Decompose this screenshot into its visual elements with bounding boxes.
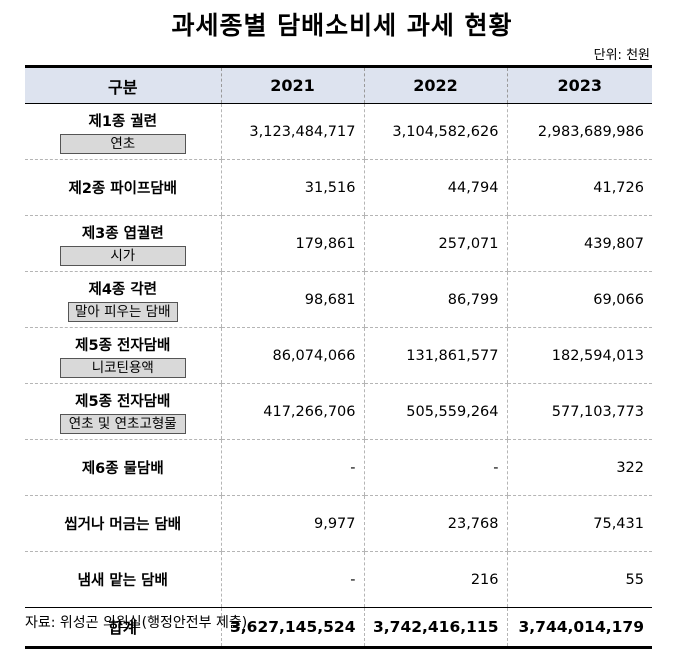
table-row: 씹거나 머금는 담배 9,977 23,768 75,431 bbox=[25, 495, 652, 552]
value-2022: 257,071 bbox=[363, 215, 507, 272]
value-2021: 9,977 bbox=[220, 495, 364, 552]
value-2021: 179,861 bbox=[220, 215, 364, 272]
row-label: 제5종 전자담배 bbox=[75, 393, 171, 410]
value-2023: 41,726 bbox=[506, 159, 652, 216]
value-2023: 55 bbox=[506, 551, 652, 608]
value-2023: 2,983,689,986 bbox=[506, 103, 652, 160]
row-label: 제4종 각련 bbox=[88, 281, 158, 298]
row-label-cell: 제3종 엽궐련 시가 bbox=[25, 215, 221, 272]
value-2021: 86,074,066 bbox=[220, 327, 364, 384]
value-2023: 577,103,773 bbox=[506, 383, 652, 440]
total-row: 합계 3,627,145,524 3,742,416,115 3,744,014… bbox=[25, 607, 652, 649]
value-2022: - bbox=[363, 439, 507, 496]
row-sublabel: 연초 bbox=[59, 133, 186, 154]
total-2023: 3,744,014,179 bbox=[506, 607, 652, 649]
row-sublabel: 연초 및 연초고형물 bbox=[59, 413, 186, 434]
value-2023: 439,807 bbox=[506, 215, 652, 272]
value-2023: 182,594,013 bbox=[506, 327, 652, 384]
header-2022: 2022 bbox=[363, 65, 507, 104]
value-2021: 31,516 bbox=[220, 159, 364, 216]
value-2022: 3,104,582,626 bbox=[363, 103, 507, 160]
table-row: 제5종 전자담배 니코틴용액 86,074,066 131,861,577 18… bbox=[25, 327, 652, 384]
value-2023: 75,431 bbox=[506, 495, 652, 552]
header-2023: 2023 bbox=[506, 65, 652, 104]
table-title: 과세종별 담배소비세 과세 현황 bbox=[171, 11, 513, 40]
value-2021: 417,266,706 bbox=[220, 383, 364, 440]
value-2022: 505,559,264 bbox=[363, 383, 507, 440]
header-2021: 2021 bbox=[220, 65, 364, 104]
row-label-cell: 제1종 궐련 연초 bbox=[25, 103, 221, 160]
tax-table: 구분 2021 2022 2023 제1종 궐련 연초 3,123,484,71… bbox=[25, 65, 652, 649]
row-sublabel: 시가 bbox=[59, 245, 186, 266]
value-2022: 23,768 bbox=[363, 495, 507, 552]
total-2021: 3,627,145,524 bbox=[220, 607, 364, 649]
value-2021: - bbox=[220, 551, 364, 608]
row-label-cell: 제4종 각련 말아 피우는 담배 bbox=[25, 271, 221, 328]
value-2022: 44,794 bbox=[363, 159, 507, 216]
row-label: 제6종 물담배 bbox=[25, 439, 221, 496]
row-label: 제3종 엽궐련 bbox=[81, 225, 164, 242]
table-row: 제1종 궐련 연초 3,123,484,717 3,104,582,626 2,… bbox=[25, 103, 652, 160]
row-label-cell: 제5종 전자담배 연초 및 연초고형물 bbox=[25, 383, 221, 440]
row-label: 냄새 맡는 담배 bbox=[25, 551, 221, 608]
table-row: 제3종 엽궐련 시가 179,861 257,071 439,807 bbox=[25, 215, 652, 272]
table-row: 제2종 파이프담배 31,516 44,794 41,726 bbox=[25, 159, 652, 216]
row-sublabel: 니코틴용액 bbox=[59, 357, 186, 378]
row-sublabel: 말아 피우는 담배 bbox=[67, 301, 178, 322]
unit-label: 단위: 천원 bbox=[593, 48, 650, 63]
value-2023: 322 bbox=[506, 439, 652, 496]
row-label: 씹거나 머금는 담배 bbox=[25, 495, 221, 552]
value-2021: - bbox=[220, 439, 364, 496]
source-note: 자료: 위성곤 의원실(행정안전부 제출) bbox=[25, 615, 248, 631]
value-2022: 131,861,577 bbox=[363, 327, 507, 384]
total-2022: 3,742,416,115 bbox=[363, 607, 507, 649]
row-label: 제2종 파이프담배 bbox=[25, 159, 221, 216]
table-row: 제6종 물담배 - - 322 bbox=[25, 439, 652, 496]
row-label-cell: 제5종 전자담배 니코틴용액 bbox=[25, 327, 221, 384]
table-row: 냄새 맡는 담배 - 216 55 bbox=[25, 551, 652, 608]
row-label: 제1종 궐련 bbox=[88, 113, 158, 130]
value-2022: 86,799 bbox=[363, 271, 507, 328]
value-2021: 98,681 bbox=[220, 271, 364, 328]
table-row: 제4종 각련 말아 피우는 담배 98,681 86,799 69,066 bbox=[25, 271, 652, 328]
row-label: 제5종 전자담배 bbox=[75, 337, 171, 354]
value-2022: 216 bbox=[363, 551, 507, 608]
table-row: 제5종 전자담배 연초 및 연초고형물 417,266,706 505,559,… bbox=[25, 383, 652, 440]
header-row: 구분 2021 2022 2023 bbox=[25, 65, 652, 104]
header-category: 구분 bbox=[25, 65, 221, 104]
value-2021: 3,123,484,717 bbox=[220, 103, 364, 160]
value-2023: 69,066 bbox=[506, 271, 652, 328]
